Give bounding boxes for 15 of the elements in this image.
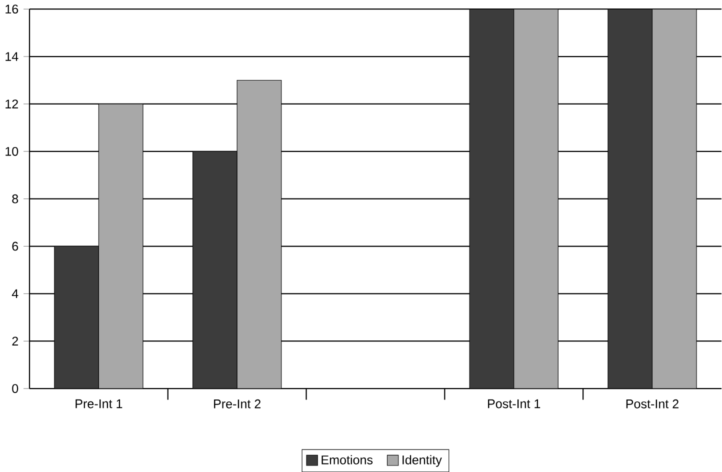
legend-label: Identity [402, 455, 442, 467]
y-tick-label: 6 [12, 242, 18, 251]
y-tick-label: 2 [12, 336, 18, 346]
y-tick-label: 0 [12, 384, 18, 393]
y-tick-label: 14 [6, 52, 18, 61]
y-tick-label: 12 [6, 99, 18, 108]
y-tick-label: 10 [6, 146, 18, 156]
x-tick-label: Pre-Int 1 [76, 399, 122, 408]
x-tick-label: Post-Int 1 [488, 399, 540, 408]
y-tick-label: 16 [6, 4, 18, 14]
y-tick-label: 8 [12, 194, 18, 204]
legend-label: Emotions [322, 455, 373, 464]
x-tick-label: Post-Int 2 [626, 399, 678, 408]
y-tick-label: 4 [12, 289, 18, 298]
x-tick-label: Pre-Int 2 [214, 399, 261, 408]
